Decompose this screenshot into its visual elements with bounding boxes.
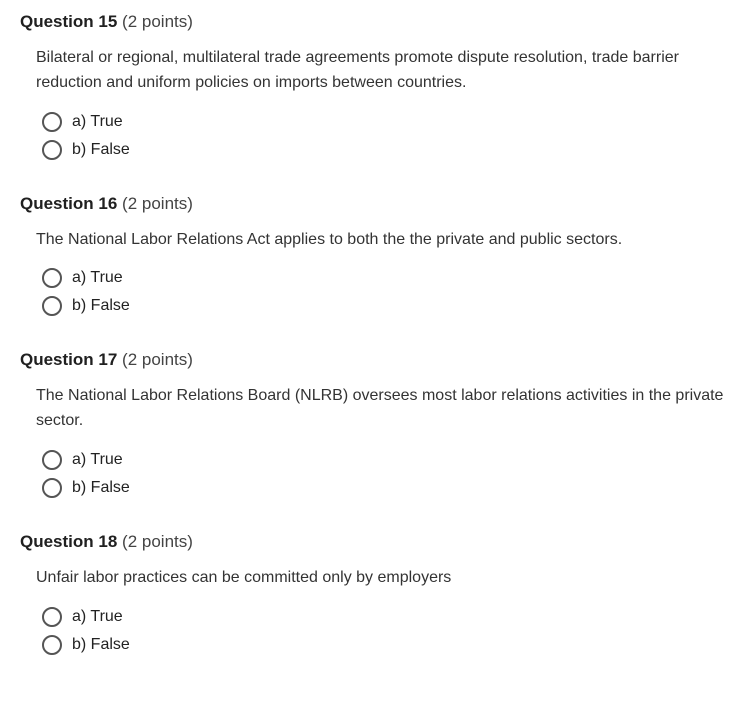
question-points: (2 points)	[122, 194, 193, 213]
option-label: a) True	[72, 113, 123, 131]
question-number: Question 18	[20, 532, 117, 551]
question-number: Question 17	[20, 350, 117, 369]
options-group: a) True b) False	[42, 112, 730, 160]
question-text: Bilateral or regional, multilateral trad…	[36, 46, 730, 96]
option-label: a) True	[72, 451, 123, 469]
option-row[interactable]: b) False	[42, 296, 730, 316]
question-text: Unfair labor practices can be committed …	[36, 566, 730, 591]
radio-icon[interactable]	[42, 450, 62, 470]
radio-icon[interactable]	[42, 296, 62, 316]
radio-icon[interactable]	[42, 112, 62, 132]
quiz-container: Question 15 (2 points) Bilateral or regio…	[20, 12, 730, 655]
question-header: Question 17 (2 points)	[20, 350, 730, 370]
option-label: a) True	[72, 269, 123, 287]
options-group: a) True b) False	[42, 607, 730, 655]
radio-icon[interactable]	[42, 635, 62, 655]
option-label: b) False	[72, 479, 130, 497]
radio-icon[interactable]	[42, 607, 62, 627]
radio-icon[interactable]	[42, 140, 62, 160]
radio-icon[interactable]	[42, 268, 62, 288]
options-group: a) True b) False	[42, 268, 730, 316]
radio-icon[interactable]	[42, 478, 62, 498]
question-header: Question 16 (2 points)	[20, 194, 730, 214]
question-number: Question 16	[20, 194, 117, 213]
question-text: The National Labor Relations Act applies…	[36, 228, 730, 253]
question-header: Question 18 (2 points)	[20, 532, 730, 552]
option-label: a) True	[72, 608, 123, 626]
question-block: Question 17 (2 points) The National Labor…	[20, 350, 730, 498]
question-block: Question 15 (2 points) Bilateral or regio…	[20, 12, 730, 160]
option-row[interactable]: a) True	[42, 607, 730, 627]
question-points: (2 points)	[122, 12, 193, 31]
option-row[interactable]: b) False	[42, 478, 730, 498]
question-block: Question 16 (2 points) The National Labor…	[20, 194, 730, 317]
option-label: b) False	[72, 297, 130, 315]
question-header: Question 15 (2 points)	[20, 12, 730, 32]
options-group: a) True b) False	[42, 450, 730, 498]
question-points: (2 points)	[122, 532, 193, 551]
option-row[interactable]: a) True	[42, 450, 730, 470]
option-row[interactable]: b) False	[42, 635, 730, 655]
question-number: Question 15	[20, 12, 117, 31]
question-text: The National Labor Relations Board (NLRB…	[36, 384, 730, 434]
question-block: Question 18 (2 points) Unfair labor pract…	[20, 532, 730, 655]
question-points: (2 points)	[122, 350, 193, 369]
option-label: b) False	[72, 141, 130, 159]
option-label: b) False	[72, 636, 130, 654]
option-row[interactable]: b) False	[42, 140, 730, 160]
option-row[interactable]: a) True	[42, 268, 730, 288]
option-row[interactable]: a) True	[42, 112, 730, 132]
